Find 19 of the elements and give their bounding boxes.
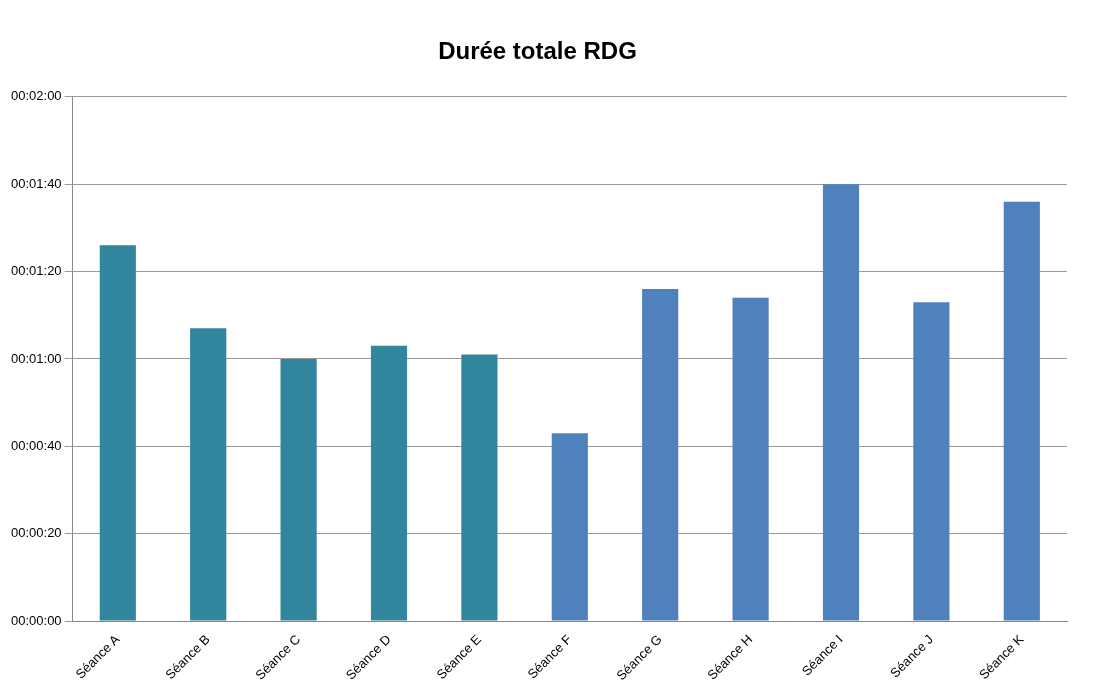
bar — [732, 297, 769, 621]
y-tick-label: 00:02:00 — [10, 88, 62, 104]
bar — [280, 358, 317, 621]
bar — [822, 184, 860, 621]
bar — [370, 345, 408, 621]
bar — [1003, 201, 1040, 621]
y-tick-label: 00:00:00 — [10, 612, 62, 628]
bar — [99, 245, 136, 621]
bar — [461, 354, 498, 621]
y-tick-label: 00:01:40 — [10, 175, 62, 191]
bar — [642, 289, 679, 621]
bar — [551, 433, 588, 621]
bar — [913, 302, 950, 621]
y-tick-label: 00:00:40 — [10, 437, 62, 453]
y-tick-label: 00:00:20 — [10, 525, 62, 541]
bar — [190, 328, 227, 621]
chart-title: Durée totale RDG — [438, 37, 637, 65]
y-tick-label: 00:01:00 — [10, 350, 62, 366]
y-tick-label: 00:01:20 — [10, 263, 62, 279]
